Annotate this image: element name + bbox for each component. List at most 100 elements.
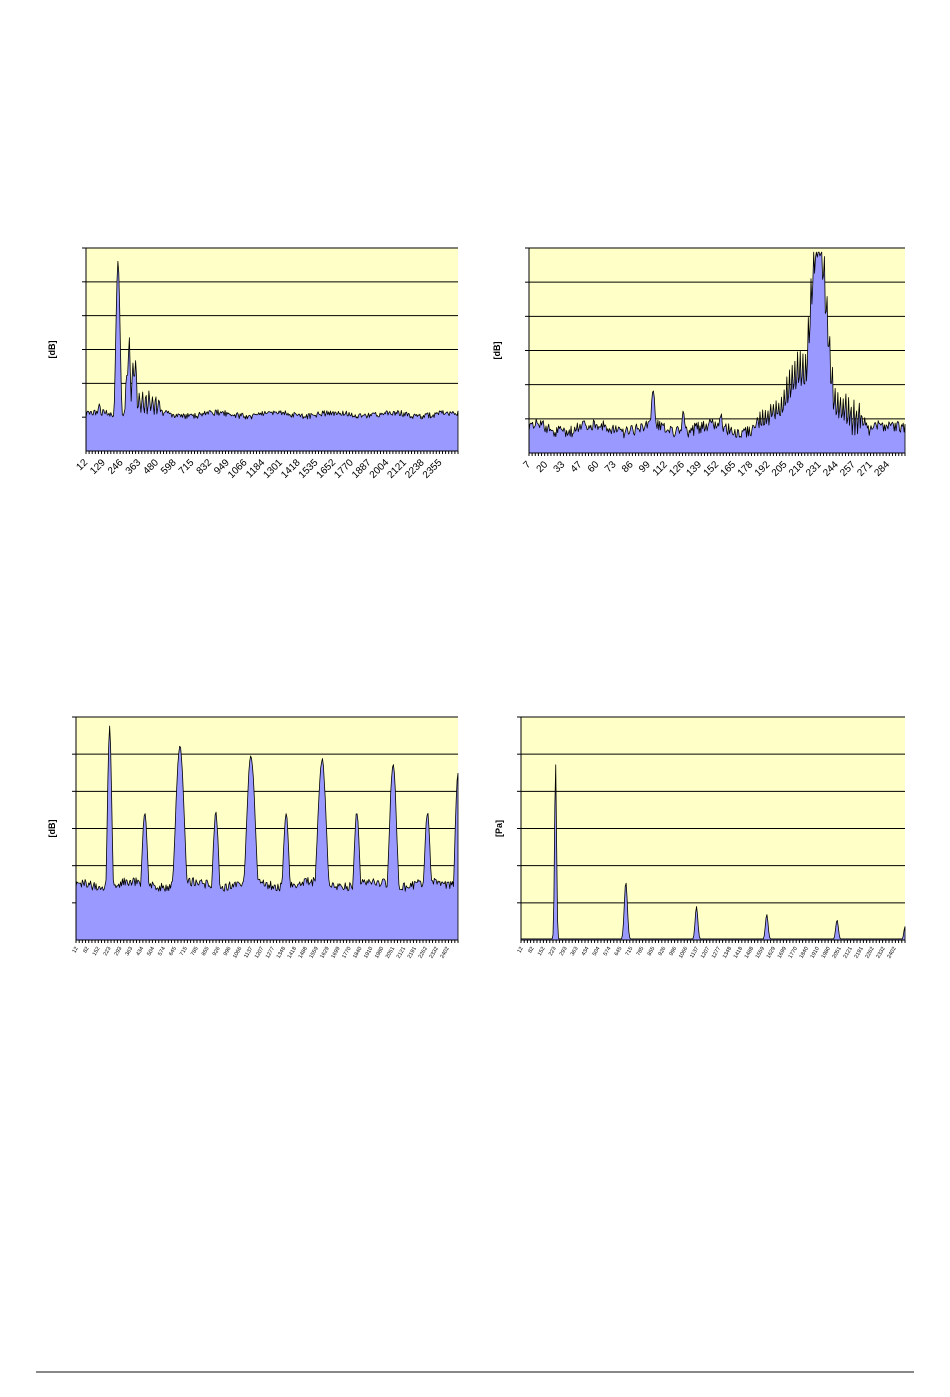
x-tick-label: 1910 xyxy=(363,946,374,960)
x-tick-label: 246 xyxy=(106,457,126,477)
x-tick-label: 715 xyxy=(179,946,189,957)
x-tick-label: 715 xyxy=(625,946,635,957)
x-tick-label: 178 xyxy=(736,459,756,479)
x-tick-label: 152 xyxy=(702,459,722,479)
x-tick-label: 1652 xyxy=(315,457,339,481)
x-tick-label: 785 xyxy=(636,946,646,957)
x-tick-label: 2262 xyxy=(418,946,429,960)
x-tick-label: 2238 xyxy=(403,457,427,481)
series-area xyxy=(520,764,906,941)
x-tick-label: 1066 xyxy=(232,946,243,960)
x-tick-label: 257 xyxy=(838,459,858,479)
x-tick-label: 996 xyxy=(669,946,679,957)
y-axis-label: [dB] xyxy=(492,342,502,360)
x-tick-label: 271 xyxy=(855,459,875,479)
x-tick-label: 1629 xyxy=(766,946,777,960)
x-tick-label: 1980 xyxy=(374,946,385,960)
y-axis-label: [dB] xyxy=(47,820,57,838)
x-tick-label: 2355 xyxy=(421,457,445,481)
x-tick-label: 231 xyxy=(804,459,824,479)
x-tick-label: 645 xyxy=(168,946,178,957)
x-tick-label: 192 xyxy=(753,459,773,479)
x-tick-label: 1277 xyxy=(265,946,276,960)
x-tick-label: 1840 xyxy=(799,946,810,960)
y-axis-label: [dB] xyxy=(47,341,57,359)
x-tick-label: 284 xyxy=(872,459,892,479)
series-area xyxy=(528,251,906,454)
x-tick-label: 926 xyxy=(658,946,668,957)
x-tick-label: 2051 xyxy=(832,946,843,960)
x-tick-label: 996 xyxy=(223,946,233,957)
x-tick-label: 785 xyxy=(190,946,200,957)
x-tick-label: 574 xyxy=(157,946,167,957)
x-tick-label: 363 xyxy=(570,946,580,957)
x-tick-label: 47 xyxy=(569,459,585,475)
x-tick-label: 2262 xyxy=(864,946,875,960)
x-tick-label: 1277 xyxy=(711,946,722,960)
x-tick-label: 1840 xyxy=(352,946,363,960)
x-tick-label: 1066 xyxy=(678,946,689,960)
footer-rule xyxy=(36,1371,914,1373)
x-tick-label: 12 xyxy=(74,457,90,473)
x-tick-label: 2402 xyxy=(439,946,450,960)
x-tick-label: 1137 xyxy=(689,946,700,959)
x-tick-label: 855 xyxy=(647,946,657,957)
x-tick-label: 82 xyxy=(82,946,90,954)
x-tick-label: 1348 xyxy=(276,946,287,960)
x-tick-label: 223 xyxy=(548,946,558,957)
x-tick-label: 82 xyxy=(527,946,535,954)
y-axis-label: [Pa] xyxy=(494,820,504,837)
x-tick-label: 1887 xyxy=(350,457,374,481)
x-tick-label: 1699 xyxy=(330,946,341,960)
x-tick-label: 1770 xyxy=(341,946,352,960)
x-tick-label: 2121 xyxy=(843,946,854,960)
x-tick-label: 832 xyxy=(195,457,215,477)
x-tick-label: 20 xyxy=(535,459,551,475)
x-tick-label: 1207 xyxy=(254,946,265,960)
x-tick-label: 363 xyxy=(125,946,135,957)
x-tick-label: 244 xyxy=(821,459,841,479)
x-tick-label: 165 xyxy=(719,459,739,479)
series-area xyxy=(75,725,459,941)
x-tick-label: 504 xyxy=(146,946,156,957)
x-tick-label: 480 xyxy=(141,457,161,477)
x-tick-label: 1699 xyxy=(777,946,788,960)
x-tick-label: 363 xyxy=(124,457,144,477)
x-tick-label: 60 xyxy=(586,459,602,475)
x-tick-label: 99 xyxy=(637,459,653,475)
x-tick-label: 12 xyxy=(71,946,79,954)
x-tick-label: 1770 xyxy=(332,457,356,481)
chart-2-group: 7 20 33 47 60 73 86 991121261391521651781922052… xyxy=(492,247,906,479)
x-tick-label: 112 xyxy=(651,459,670,478)
x-tick-label: 1559 xyxy=(309,946,320,960)
x-tick-label: 1301 xyxy=(261,457,285,481)
x-tick-label: 205 xyxy=(770,459,790,479)
x-tick-label: 293 xyxy=(114,946,124,957)
x-tick-label: 152 xyxy=(92,946,102,957)
chart-4-group: 12 82 152 223 293 363 434 504 574 645 715 785 855 926… xyxy=(494,716,906,960)
x-tick-label: 1488 xyxy=(298,946,309,960)
x-tick-label: 645 xyxy=(614,946,624,957)
chart-1-group: 1212924636348059871583294910661184130114… xyxy=(47,247,459,481)
x-tick-label: 1910 xyxy=(810,946,821,960)
x-tick-label: 1770 xyxy=(788,946,799,960)
x-tick-label: 223 xyxy=(103,946,113,957)
x-tick-label: 434 xyxy=(135,946,145,957)
x-tick-label: 2191 xyxy=(407,946,418,960)
chart-3-group: 12 82 152 223 293 363 434 504 574 645 715 785 855 926… xyxy=(47,716,459,960)
x-tick-label: 126 xyxy=(667,459,687,479)
x-tick-label: 12 xyxy=(516,946,524,954)
x-tick-label: 504 xyxy=(592,946,602,957)
x-tick-label: 2121 xyxy=(396,946,407,960)
x-tick-label: 139 xyxy=(684,459,704,479)
x-tick-label: 1348 xyxy=(722,946,733,960)
x-tick-label: 1629 xyxy=(319,946,330,960)
x-tick-label: 2332 xyxy=(429,946,440,960)
x-tick-label: 434 xyxy=(581,946,591,957)
x-tick-label: 598 xyxy=(159,457,179,477)
x-tick-label: 715 xyxy=(177,457,197,477)
x-tick-label: 152 xyxy=(537,946,547,957)
x-tick-label: 2004 xyxy=(368,457,392,481)
x-tick-label: 218 xyxy=(787,459,807,479)
